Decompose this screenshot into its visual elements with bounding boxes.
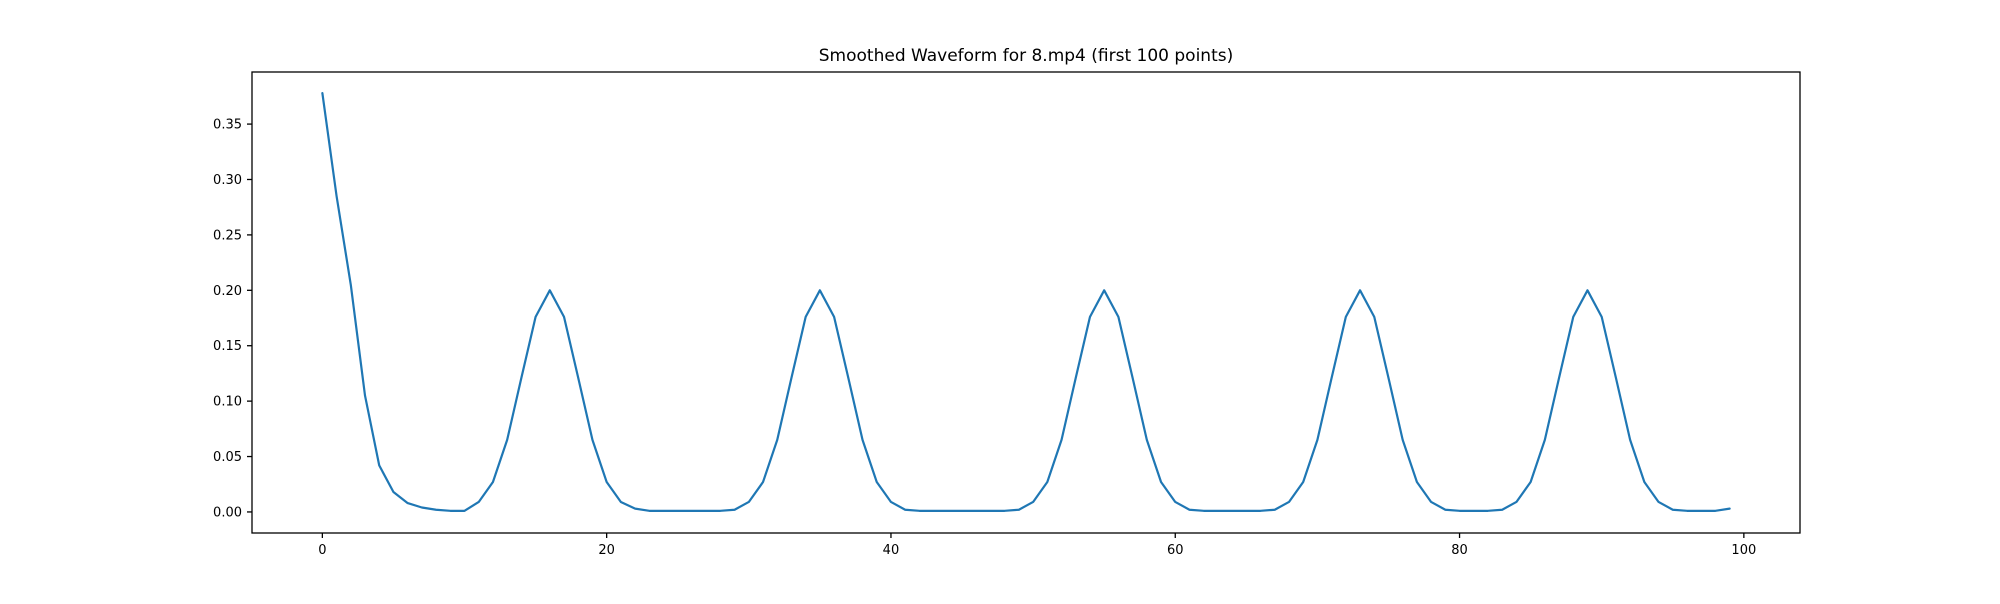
y-tick-label: 0.30 [213,173,242,188]
x-tick-label: 60 [1167,543,1184,558]
x-tick-label: 20 [598,543,615,558]
y-tick-label: 0.35 [213,118,242,133]
x-tick-label: 80 [1451,543,1468,558]
y-tick-label: 0.15 [213,339,242,354]
y-tick-label: 0.05 [213,450,242,465]
y-tick-label: 0.10 [213,395,242,410]
x-tick-label: 100 [1731,543,1756,558]
y-axis-ticks: 0.00 0.05 0.10 0.15 0.20 0.25 0.30 0.35 [213,118,252,520]
x-tick-label: 40 [883,543,900,558]
waveform-line [321,91,1731,512]
plot-spines [251,71,1801,534]
waveform-series [321,91,1731,512]
y-tick-label: 0.00 [213,505,242,520]
y-tick-label: 0.20 [213,284,242,299]
y-tick-label: 0.25 [213,228,242,243]
x-axis-ticks: 0 20 40 60 80 100 [318,533,1756,558]
axes-box [251,71,1801,534]
chart-title: Smoothed Waveform for 8.mp4 (first 100 p… [819,46,1233,66]
x-tick-label: 0 [318,543,326,558]
